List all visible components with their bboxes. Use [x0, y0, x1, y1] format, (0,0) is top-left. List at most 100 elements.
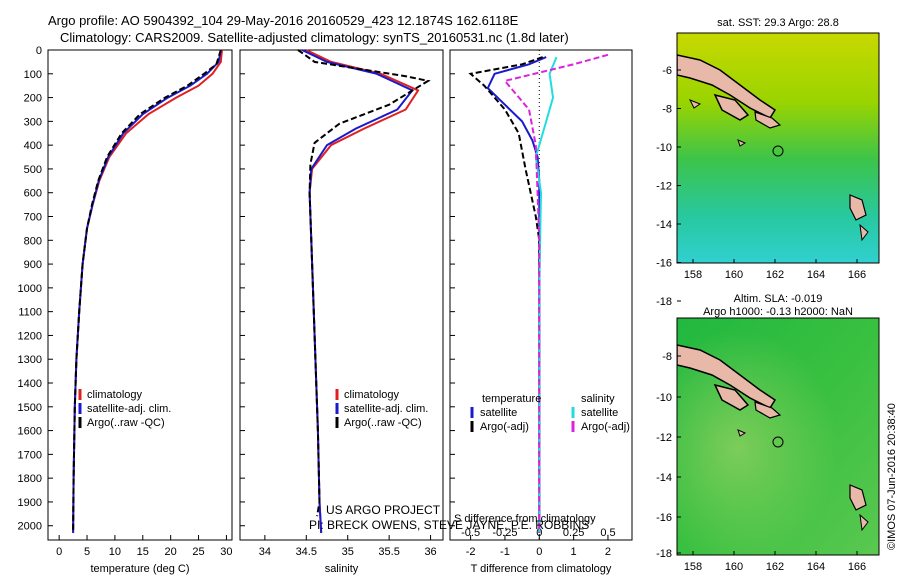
map-x-tick-label: 162 [766, 269, 784, 281]
sla-map-title-2: Argo h1000: -0.13 h2000: NaN [703, 306, 853, 318]
header-line2: Climatology: CARS2009. Satellite-adjuste… [60, 30, 569, 45]
map-x-tick-label: 166 [848, 269, 866, 281]
x-tick-label: 15 [137, 546, 149, 558]
map-x-tick-label: 158 [684, 269, 702, 281]
map-x-tick-label: 158 [684, 561, 702, 573]
top-x-tick-label: 0.25 [563, 527, 584, 539]
legend-title-temperature: temperature [482, 393, 541, 405]
argo-location-marker-sla [772, 436, 784, 448]
map-y-tick-label: -16 [656, 512, 672, 524]
top-axis-title: S difference from climatology [454, 513, 596, 525]
y-tick-label: 2000 [18, 521, 42, 533]
legend-entry: climatology [87, 389, 143, 401]
x-axis-label: salinity [325, 563, 359, 575]
difference-panel: -2 -1 0 1 2 T difference from climatology -0.5… [449, 49, 633, 575]
top-x-tick-label: -0.5 [461, 527, 480, 539]
sla-map-title-1: Altim. SLA: -0.019 [734, 293, 823, 305]
legend-entry: Argo(-adj) [581, 421, 630, 433]
x-tick-label: -2 [466, 546, 476, 558]
x-tick-label: 10 [109, 546, 121, 558]
legend-entry: satellite-adj. clim. [344, 403, 428, 415]
x-tick-label: 0 [56, 546, 62, 558]
x-tick-label: 34.5 [296, 546, 317, 558]
sla-map: Altim. SLA: -0.019 Argo h1000: -0.13 h20… [656, 293, 880, 573]
x-tick-label: 1 [571, 546, 577, 558]
y-tick-label: 200 [24, 93, 42, 105]
map-y-tick-label: -14 [656, 219, 672, 231]
y-tick-label: 1000 [18, 283, 42, 295]
x-tick-label: 0 [536, 546, 542, 558]
plot-frame [239, 49, 444, 541]
project-pi: PI: BRECK OWENS, STEVE JAYNE, P.E. ROBBI… [309, 518, 589, 532]
top-x-tick-label: 0.5 [600, 527, 615, 539]
series-line-1 [301, 49, 414, 533]
y-tick-label: 300 [24, 116, 42, 128]
y-tick-label: 1600 [18, 426, 42, 438]
x-tick-label: 20 [165, 546, 177, 558]
map-y-tick-label: -6 [662, 65, 672, 77]
map-y-tick-label: -18 [656, 548, 672, 560]
x-tick-label: 25 [192, 546, 204, 558]
map-x-tick-label: 162 [766, 561, 784, 573]
map-x-tick-label: 164 [807, 561, 825, 573]
map-y-tick-label: -16 [656, 258, 672, 270]
map-y-tick-label: -8 [662, 104, 672, 116]
sst-map-title: sat. SST: 29.3 Argo: 28.8 [717, 17, 839, 29]
sst-islands [677, 54, 869, 242]
y-tick-label: 700 [24, 212, 42, 224]
x-tick-label: 2 [605, 546, 611, 558]
top-x-tick-label: 0 [536, 527, 542, 539]
plot-frame [449, 49, 633, 541]
temperature-panel: 0 5 10 15 20 25 30 temperature (deg C) 0 100 200 30… [18, 45, 233, 575]
y-tick-label: 1800 [18, 473, 42, 485]
map-y-tick-label: -12 [656, 181, 672, 193]
project-title: US ARGO PROJECT [326, 503, 441, 517]
x-tick-label: 36 [424, 546, 436, 558]
y-tick-label: 600 [24, 188, 42, 200]
map-y-tick-label: -18 [656, 296, 672, 308]
map-x-tick-label: 164 [807, 269, 825, 281]
y-tick-label: 1300 [18, 354, 42, 366]
series-line-3 [503, 53, 609, 533]
legend-entry: Argo(..raw -QC) [344, 417, 422, 429]
y-tick-label: 1100 [18, 307, 42, 319]
header-line1: Argo profile: AO 5904392_104 29-May-2016… [48, 13, 519, 28]
legend-entry: satellite [581, 407, 618, 419]
x-tick-label: 34 [259, 546, 271, 558]
salinity-panel: 34 34.5 35 35.5 36 salinity climatology satelli… [239, 49, 444, 575]
map-x-tick-label: 160 [725, 561, 743, 573]
y-tick-label: 100 [24, 69, 42, 81]
argo-location-marker-sst [772, 145, 784, 157]
x-tick-label: 30 [220, 546, 232, 558]
map-y-tick-label: -8 [662, 351, 672, 363]
x-tick-label: -1 [500, 546, 510, 558]
legend-entry: satellite-adj. clim. [87, 403, 171, 415]
map-y-tick-label: -10 [656, 142, 672, 154]
imos-credit: ©IMOS 07-Jun-2016 20:38:40 [886, 403, 898, 550]
map-y-tick-label: -12 [656, 432, 672, 444]
x-axis-label: T difference from climatology [471, 563, 612, 575]
sst-map: sat. SST: 29.3 Argo: 28.8 158 160 162 164 16… [656, 17, 880, 308]
sst-map-frame [676, 32, 880, 264]
map-x-tick-label: 166 [848, 561, 866, 573]
series-line-0 [72, 49, 223, 533]
legend-entry: climatology [344, 389, 400, 401]
legend-title-salinity: salinity [581, 393, 615, 405]
legend-entry: Argo(-adj) [480, 421, 529, 433]
y-tick-label: 500 [24, 164, 42, 176]
map-y-tick-label: -10 [656, 392, 672, 404]
y-tick-label: 900 [24, 259, 42, 271]
y-tick-label: 800 [24, 235, 42, 247]
y-tick-label: 1900 [18, 497, 42, 509]
top-x-tick-label: -0.25 [492, 527, 517, 539]
map-x-tick-label: 160 [725, 269, 743, 281]
y-tick-label: 1400 [18, 378, 42, 390]
x-tick-label: 35.5 [378, 546, 399, 558]
x-tick-label: 5 [84, 546, 90, 558]
legend-entry: satellite [480, 407, 517, 419]
sla-islands [677, 344, 869, 532]
plot-frame [47, 49, 233, 541]
map-y-tick-label: -14 [656, 472, 672, 484]
y-tick-label: 1200 [18, 330, 42, 342]
